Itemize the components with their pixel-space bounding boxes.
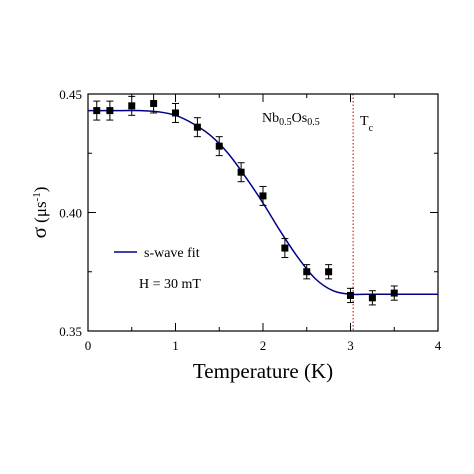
x-tick-label: 3 — [347, 338, 354, 353]
data-point — [106, 107, 114, 115]
plot-area — [88, 93, 438, 331]
y-axis-unit-close: ) — [31, 187, 50, 193]
data-point — [237, 168, 245, 176]
field-annotation: H = 30 mT — [139, 277, 201, 292]
plot-frame — [87, 93, 439, 332]
x-tick-label: 4 — [435, 338, 442, 353]
x-tick-label: 0 — [85, 338, 92, 353]
compound-label: Nb0.5Os0.5 — [262, 111, 320, 128]
y-tick-label: 0.35 — [59, 324, 82, 339]
data-point — [193, 123, 201, 131]
tc-main: T — [360, 114, 369, 129]
y-tick-label: 0.45 — [59, 87, 82, 102]
x-axis-title: Temperature (K) — [193, 359, 333, 383]
y-axis-unit: (μs — [31, 201, 50, 227]
x-axis: 0 1 2 3 4 — [85, 94, 442, 353]
data-point — [347, 291, 354, 299]
data-point — [303, 268, 311, 276]
data-point — [172, 109, 179, 117]
y-axis: 0.35 0.40 0.45 — [59, 87, 438, 339]
y-axis-title: σ (μs-1) — [27, 187, 51, 239]
tc-subscript: c — [369, 123, 374, 134]
compound-subscript: 0.5 — [279, 117, 292, 128]
legend: s-wave fit — [114, 246, 200, 261]
tc-label: Tc — [360, 114, 374, 134]
y-tick-label: 0.40 — [59, 206, 82, 221]
data-point — [150, 99, 158, 107]
x-tick-label: 1 — [172, 338, 179, 353]
data-point — [215, 142, 223, 150]
data-point — [390, 289, 398, 297]
y-axis-unit-exponent: -1 — [31, 192, 43, 201]
x-tick-label: 2 — [260, 338, 267, 353]
legend-label: s-wave fit — [144, 246, 200, 261]
y-axis-symbol: σ — [27, 227, 51, 238]
data-point — [368, 294, 376, 302]
data-point — [325, 268, 333, 276]
compound-subscript: 0.5 — [307, 117, 320, 128]
data-point — [93, 107, 101, 115]
compound-element: Os — [292, 111, 308, 126]
compound-element: Nb — [262, 111, 279, 126]
data-point — [281, 244, 289, 252]
data-point — [259, 192, 267, 200]
data-point — [128, 102, 136, 110]
